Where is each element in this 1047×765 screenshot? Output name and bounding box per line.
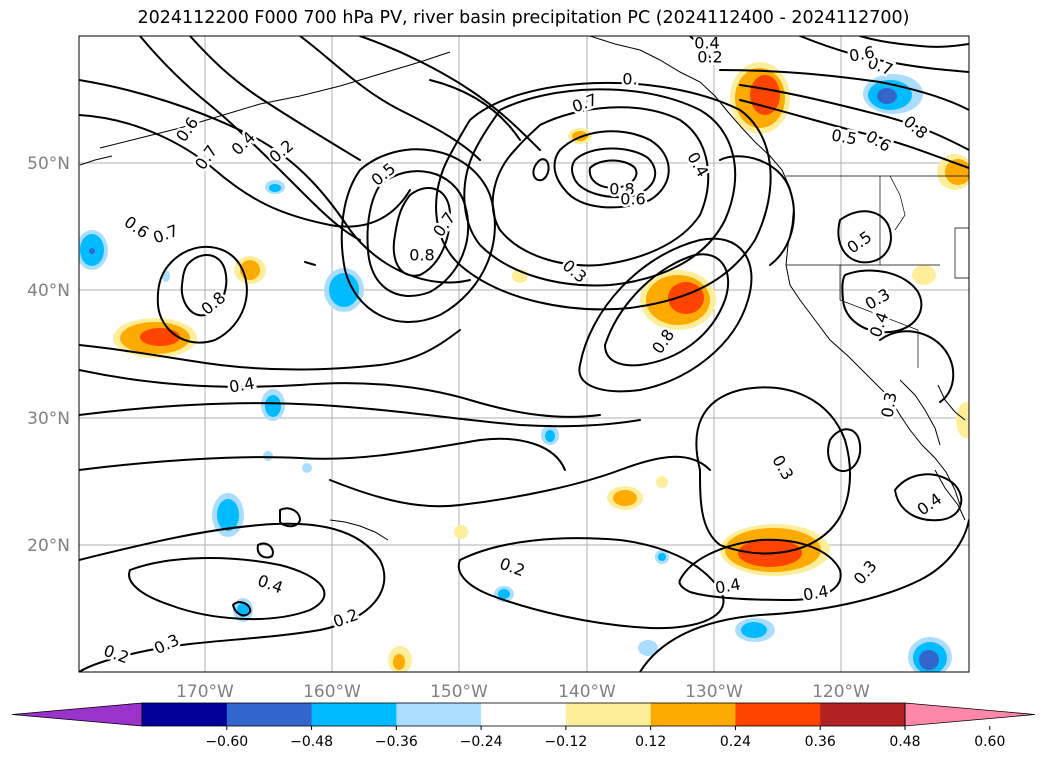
contour-label: 0. — [622, 70, 637, 89]
colorbar-segment — [735, 703, 821, 726]
contour-label: 0.6 — [620, 190, 645, 209]
colorbar-segment — [396, 703, 482, 726]
colorbar-tick-label: −0.36 — [375, 734, 418, 750]
colorbar-extend-high — [904, 702, 1036, 727]
lat-label-50n: 50°N — [27, 154, 70, 174]
contour-label: 0.4 — [714, 574, 742, 597]
contour-label: 0.3 — [877, 391, 900, 419]
contour-label-halo: 0.2 — [697, 48, 722, 67]
map-title: 2024112200 F000 700 hPa PV, river basin … — [137, 8, 910, 28]
lat-label-20n: 20°N — [27, 536, 70, 556]
contour-label: 0.6 — [848, 42, 876, 65]
contour-label-halo: 0.4 — [694, 34, 719, 53]
lon-label-130w: 130°W — [685, 682, 743, 702]
lat-label-30n: 30°N — [27, 409, 70, 429]
colorbar-segment — [820, 703, 906, 726]
contour-label-halo: 0.8 — [609, 180, 634, 199]
contour-label: 0.8 — [609, 180, 634, 199]
coastlines — [79, 36, 966, 541]
precip-positive-shading — [113, 62, 969, 672]
colorbar: −0.60 −0.48 −0.36 −0.24 −0.12 0.12 0.24 0.36 0.4… — [11, 702, 1036, 750]
colorbar-segment — [565, 703, 652, 726]
precip-negative-shading — [79, 74, 952, 672]
contour-label-halo: 0.6 — [620, 190, 645, 209]
colorbar-segment — [481, 703, 567, 726]
lat-label-40n: 40°N — [27, 281, 70, 301]
political-borders — [786, 175, 969, 368]
colorbar-tick-label: −0.60 — [205, 734, 248, 750]
colorbar-tick-label: 0.36 — [805, 734, 836, 750]
colorbar-segment — [650, 703, 736, 726]
contour-label-halo: 0.2 — [101, 641, 131, 668]
colorbar-segment — [142, 703, 228, 726]
colorbar-segment — [226, 703, 313, 726]
colorbar-tick-label: 0.12 — [635, 734, 666, 750]
contour-label-halo: 0.8 — [409, 246, 434, 265]
colorbar-tick-label: −0.24 — [460, 734, 503, 750]
colorbar-tick-label: −0.12 — [544, 734, 587, 750]
lon-label-150w: 150°W — [430, 682, 488, 702]
plot-border — [78, 35, 970, 673]
contour-label: 0.8 — [409, 246, 434, 265]
lon-label-120w: 120°W — [812, 682, 870, 702]
lon-label-160w: 160°W — [303, 682, 361, 702]
contour-label-halo: 0. — [622, 70, 637, 89]
contour-label: 0.5 — [830, 125, 858, 148]
plot-area — [79, 36, 969, 672]
contour-label: 0.4 — [694, 34, 719, 53]
colorbar-tick-label: 0.48 — [889, 734, 920, 750]
colorbar-tick-label: −0.48 — [290, 734, 333, 750]
colorbar-tick-label: 0.60 — [974, 734, 1005, 750]
colorbar-tick-label: 0.24 — [720, 734, 751, 750]
contour-label: 0.4 — [228, 373, 256, 396]
pv-contours — [79, 36, 969, 672]
colorbar-extend-low — [11, 702, 143, 727]
colorbar-frame — [141, 702, 906, 727]
contour-label: 0.4 — [802, 581, 830, 604]
latitude-labels: 50°N 40°N 30°N 20°N — [27, 154, 70, 556]
lon-label-170w: 170°W — [176, 682, 234, 702]
contour-label: 0.2 — [697, 48, 722, 67]
colorbar-segment — [311, 703, 397, 726]
longitude-labels: 170°W 160°W 150°W 140°W 130°W 120°W — [176, 682, 870, 702]
lon-label-140w: 140°W — [558, 682, 616, 702]
